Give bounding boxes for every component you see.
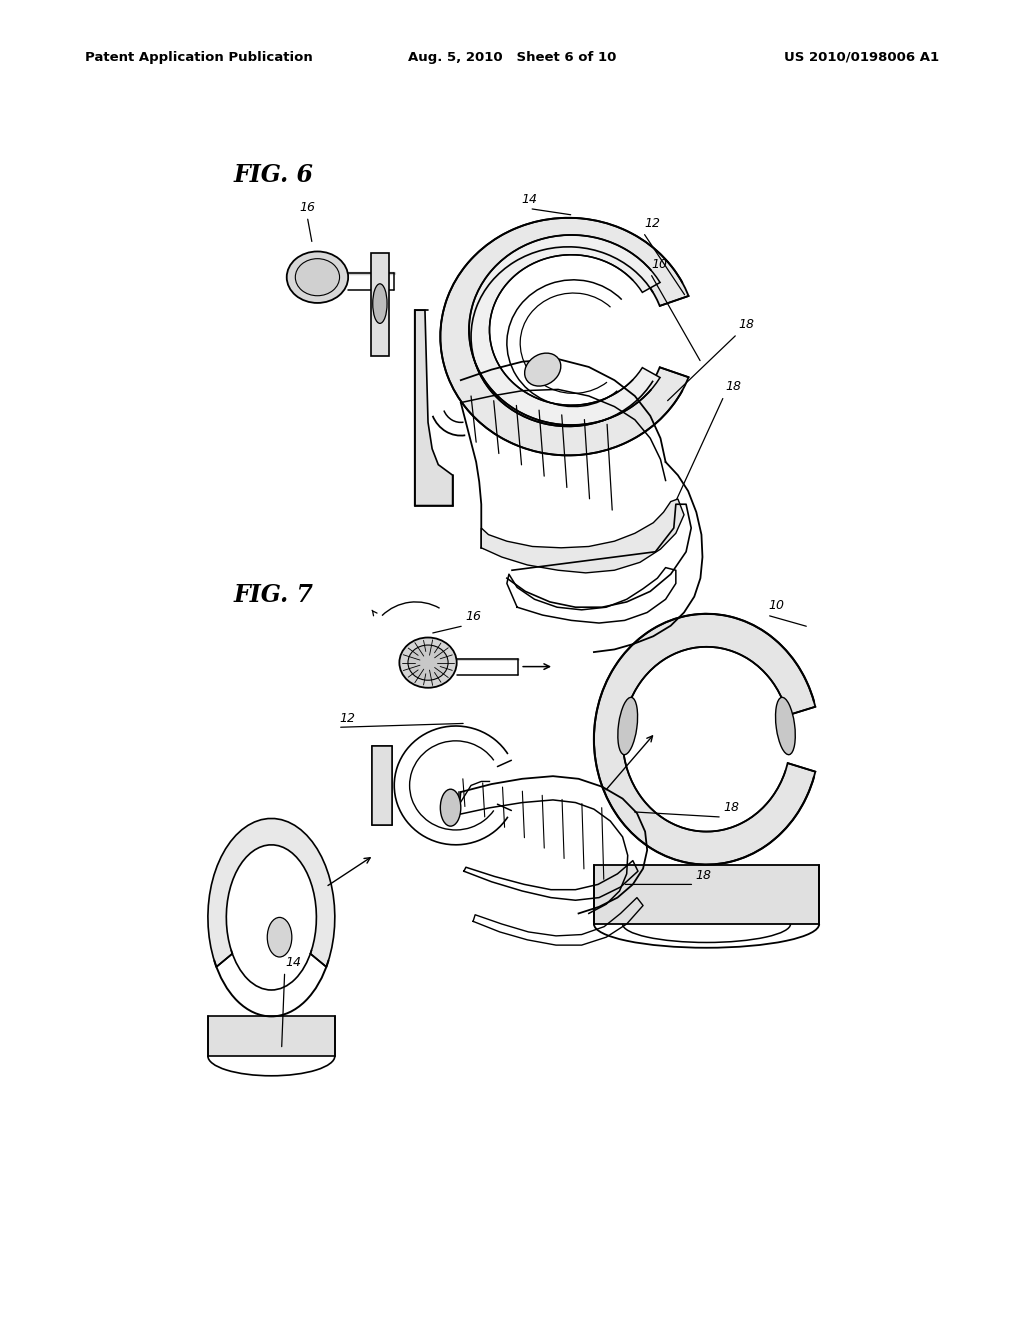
- Text: 10: 10: [651, 257, 668, 271]
- Text: 18: 18: [738, 318, 755, 331]
- Ellipse shape: [440, 789, 461, 826]
- Text: 16: 16: [299, 201, 315, 214]
- Ellipse shape: [524, 354, 561, 385]
- Ellipse shape: [373, 284, 387, 323]
- Polygon shape: [594, 865, 819, 924]
- Polygon shape: [415, 310, 453, 506]
- Ellipse shape: [287, 251, 348, 304]
- Text: Patent Application Publication: Patent Application Publication: [85, 51, 312, 63]
- Text: 12: 12: [339, 711, 355, 725]
- Text: 16: 16: [465, 610, 481, 623]
- Text: 18: 18: [723, 801, 739, 814]
- Ellipse shape: [408, 645, 449, 680]
- Polygon shape: [481, 499, 684, 573]
- Text: 18: 18: [695, 869, 712, 882]
- Text: 12: 12: [644, 216, 660, 230]
- Text: 18: 18: [725, 380, 741, 393]
- Ellipse shape: [267, 917, 292, 957]
- Text: 14: 14: [286, 956, 302, 969]
- Polygon shape: [208, 1016, 335, 1056]
- Text: Aug. 5, 2010   Sheet 6 of 10: Aug. 5, 2010 Sheet 6 of 10: [408, 51, 616, 63]
- Text: FIG. 7: FIG. 7: [233, 583, 313, 607]
- Polygon shape: [372, 746, 392, 825]
- Text: US 2010/0198006 A1: US 2010/0198006 A1: [784, 51, 939, 63]
- Text: FIG. 6: FIG. 6: [233, 164, 313, 187]
- Ellipse shape: [617, 697, 638, 755]
- Ellipse shape: [399, 638, 457, 688]
- Polygon shape: [469, 235, 660, 425]
- Polygon shape: [594, 614, 815, 865]
- Ellipse shape: [775, 697, 796, 755]
- Text: 14: 14: [521, 193, 538, 206]
- Text: 10: 10: [768, 599, 784, 612]
- Ellipse shape: [295, 259, 340, 296]
- Polygon shape: [440, 218, 688, 455]
- Polygon shape: [208, 818, 335, 966]
- Polygon shape: [371, 253, 389, 356]
